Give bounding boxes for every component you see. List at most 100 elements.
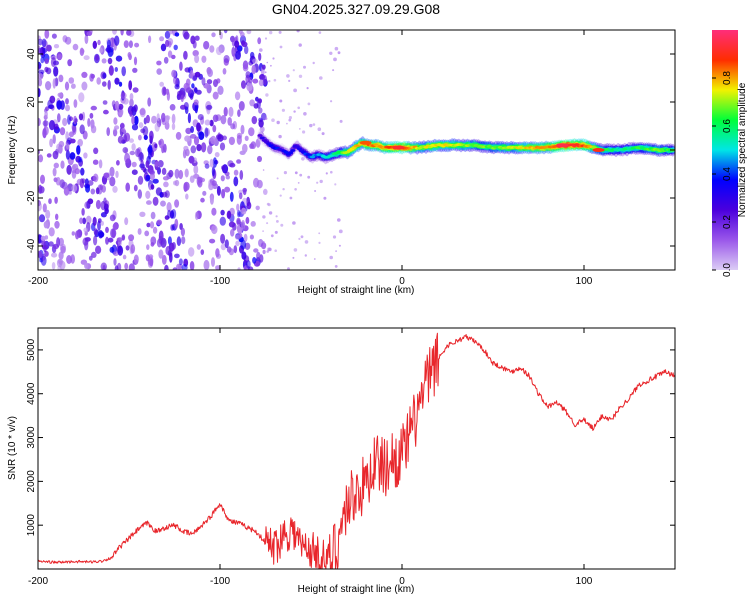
noise-dot (266, 250, 270, 253)
noise-blob (189, 175, 195, 183)
noise-blob (46, 153, 52, 158)
noise-blob (81, 178, 86, 184)
noise-blob (112, 30, 117, 35)
noise-blob (139, 163, 146, 169)
noise-blob (64, 36, 72, 45)
noise-blob (180, 104, 187, 110)
noise-blob (149, 221, 155, 229)
spectrogram-y-label: Frequency (Hz) (7, 116, 18, 185)
noise-blob (133, 56, 138, 66)
noise-blob (190, 134, 197, 139)
noise-blob (85, 215, 92, 225)
noise-blob (84, 240, 89, 251)
noise-blob (40, 253, 46, 261)
ridge-cell (290, 149, 296, 152)
noise-dot (276, 177, 279, 180)
noise-blob (185, 193, 189, 200)
noise-blob (124, 152, 131, 164)
ridge-cell (257, 134, 263, 137)
noise-dot (302, 130, 306, 134)
noise-blob (160, 43, 167, 52)
noise-blob (57, 92, 63, 98)
y-tick-label: 5000 (26, 338, 37, 361)
noise-blob (42, 120, 49, 127)
noise-blob (44, 30, 50, 39)
noise-blob (196, 144, 202, 152)
noise-blob (71, 184, 78, 193)
noise-blob (96, 77, 101, 85)
noise-blob (251, 64, 256, 75)
noise-blob (185, 78, 191, 87)
noise-blob (169, 104, 176, 111)
noise-blob (142, 125, 149, 137)
noise-dot (338, 229, 343, 234)
noise-blob (38, 47, 43, 54)
noise-blob (131, 115, 135, 125)
noise-blob (76, 145, 81, 155)
noise-blob (211, 32, 216, 38)
noise-blob (68, 77, 75, 84)
noise-blob (250, 221, 256, 227)
ridge-peak (592, 148, 605, 152)
noise-blob (259, 126, 265, 133)
noise-blob (63, 186, 70, 196)
noise-blob (238, 192, 243, 200)
noise-blob (190, 69, 194, 79)
noise-blob (55, 213, 59, 220)
noise-dot (303, 112, 307, 116)
noise-dot (312, 61, 315, 65)
noise-dot (319, 76, 323, 80)
y-tick-label: 4000 (26, 382, 37, 405)
noise-blob (71, 231, 76, 236)
noise-blob (156, 60, 162, 66)
noise-blob (243, 189, 247, 196)
noise-blob (88, 255, 93, 261)
noise-blob (144, 230, 150, 237)
noise-blob (209, 158, 214, 168)
noise-blob (246, 81, 253, 92)
noise-blob (151, 115, 157, 124)
noise-blob (184, 135, 191, 142)
noise-blob (113, 251, 119, 257)
noise-blob (224, 239, 229, 249)
colorbar-axis: 0.0 0.2 0.4 0.6 0.8 (712, 71, 733, 277)
noise-dot (321, 132, 325, 136)
noise-blob (253, 177, 260, 188)
noise-blob (83, 227, 88, 233)
noise-blob (168, 169, 174, 178)
noise-blob (52, 243, 59, 250)
noise-blob (38, 117, 41, 127)
noise-blob (228, 221, 236, 228)
noise-dot (286, 122, 288, 125)
noise-blob (116, 237, 123, 243)
snr-x-label: Height of straight line (km) (298, 584, 415, 595)
noise-blob (38, 250, 43, 258)
noise-blob (223, 30, 228, 34)
noise-blob (60, 160, 65, 169)
x-tick-label: 0 (399, 276, 405, 287)
noise-blob (190, 35, 196, 45)
noise-blob (83, 55, 90, 61)
noise-blob (150, 211, 156, 220)
snr-plot-area (38, 328, 675, 569)
noise-blob (123, 40, 129, 48)
noise-dot (292, 256, 295, 259)
noise-blob (121, 127, 126, 133)
noise-dot (293, 248, 298, 252)
noise-blob (171, 54, 176, 60)
noise-dot (266, 61, 269, 64)
noise-blob (145, 174, 151, 182)
noise-blob (49, 95, 56, 104)
noise-blob (229, 162, 236, 168)
noise-blob (122, 134, 128, 144)
noise-dot (266, 202, 270, 206)
noise-dot (298, 127, 301, 130)
noise-blob (71, 83, 76, 89)
noise-dot (330, 170, 333, 174)
noise-blob (49, 138, 53, 148)
noise-blob (194, 104, 198, 114)
noise-blob (154, 122, 160, 132)
noise-blob (134, 115, 139, 126)
noise-blob (236, 134, 242, 145)
noise-blob (236, 159, 242, 164)
